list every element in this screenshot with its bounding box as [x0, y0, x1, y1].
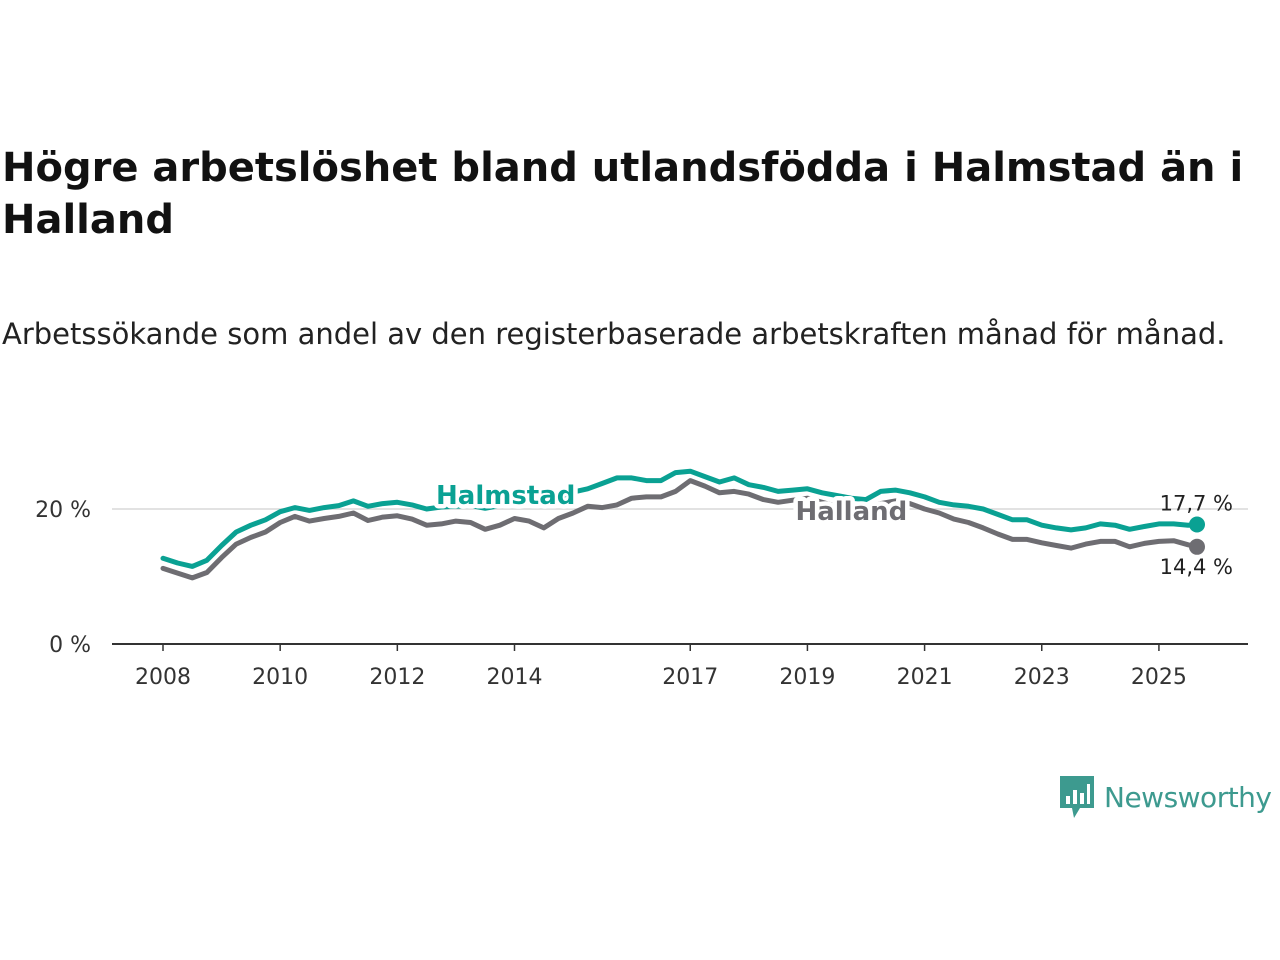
chart-subtitle: Arbetssökande som andel av den registerb…	[2, 317, 1226, 351]
series-lines	[160, 468, 1205, 581]
end-value-label-halmstad: 17,7 %	[1160, 492, 1233, 516]
x-tick-label: 2014	[487, 665, 543, 690]
x-tick-label: 2012	[369, 665, 425, 690]
series-label-halland: Halland	[795, 497, 907, 527]
brand-name: Newsworthy	[1104, 780, 1272, 814]
line-chart: 0 % 20 % 2008 2010 2012 2014 2017 2019 2021 2023…	[35, 468, 1248, 690]
x-axis: 2008 2010 2012 2014 2017 2019 2021 2023 2025	[112, 643, 1248, 690]
endpoint-marker-halmstad	[1189, 516, 1205, 533]
series-line-halland	[160, 478, 1200, 581]
end-value-label-halland: 14,4 %	[1160, 555, 1233, 579]
y-tick-label: 20 %	[35, 498, 91, 523]
x-tick-label: 2023	[1014, 665, 1070, 690]
x-tick-label: 2021	[897, 665, 953, 690]
x-tick-label: 2010	[252, 665, 308, 690]
series-line-halmstad	[160, 468, 1200, 569]
newsworthy-logo: Newsworthy	[1058, 772, 1272, 822]
y-tick-label: 0 %	[49, 633, 91, 658]
chart-title: Högre arbetslöshet bland utlandsfödda i …	[2, 145, 1244, 243]
x-tick-label: 2025	[1131, 665, 1187, 690]
gridlines: 0 % 20 %	[35, 498, 1248, 658]
newsworthy-logo-icon	[1060, 776, 1094, 818]
x-tick-label: 2017	[662, 665, 718, 690]
series-labels: 17,7 % 14,4 % Halmstad Halland	[432, 477, 1233, 579]
x-tick-label: 2008	[135, 665, 191, 690]
endpoint-marker-halland	[1189, 538, 1205, 555]
series-label-halmstad: Halmstad	[436, 481, 575, 511]
x-tick-label: 2019	[779, 665, 835, 690]
